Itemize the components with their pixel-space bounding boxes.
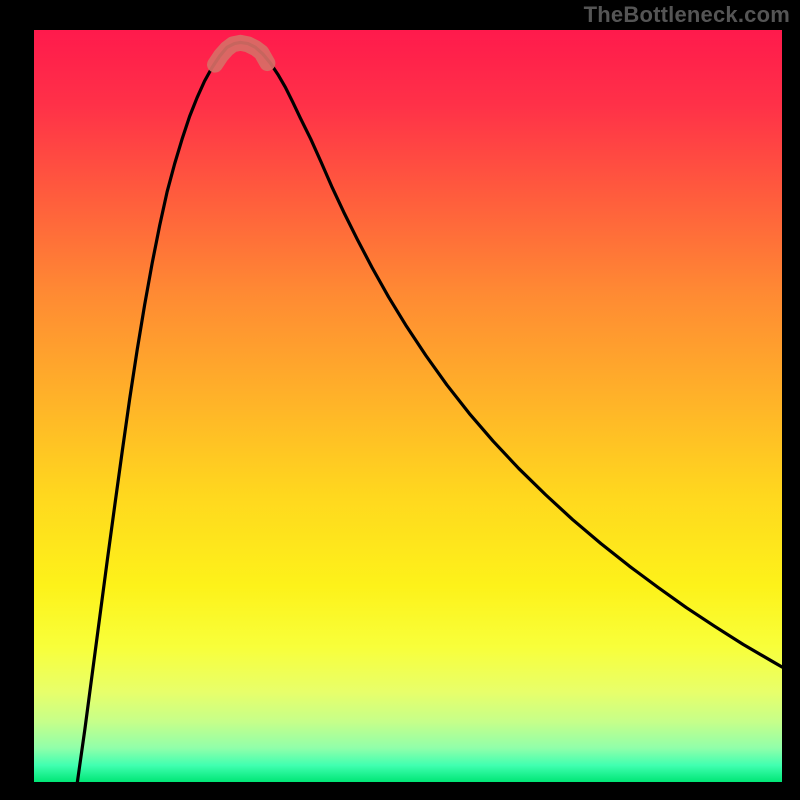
watermark-text: TheBottleneck.com — [584, 2, 790, 28]
plot-area — [34, 30, 782, 782]
gradient-background — [34, 30, 782, 782]
chart-container: TheBottleneck.com — [0, 0, 800, 800]
plot-svg — [34, 30, 782, 782]
